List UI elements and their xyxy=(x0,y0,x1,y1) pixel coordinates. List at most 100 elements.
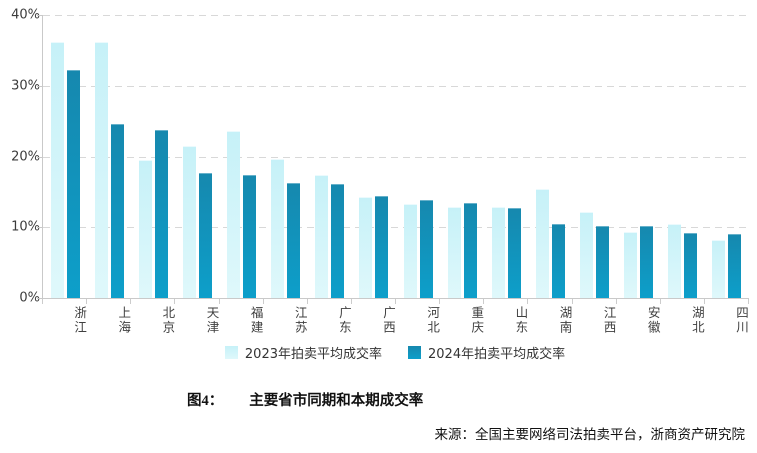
legend-swatch-icon xyxy=(408,346,421,359)
x-axis-label: 天津 xyxy=(204,306,220,335)
bar-2024年-江西 xyxy=(596,225,610,298)
legend-item: 2023年拍卖平均成交率 xyxy=(224,343,382,362)
bar-2023年-江西 xyxy=(580,212,594,298)
x-axis-tick xyxy=(573,299,617,304)
legend-label: 2024年拍卖平均成交率 xyxy=(428,347,566,362)
x-axis-tick xyxy=(617,299,661,304)
bar-2023年-上海 xyxy=(94,41,108,298)
y-axis-label: 40% xyxy=(11,7,40,23)
bar-group xyxy=(175,15,219,298)
bar-2024年-四川 xyxy=(728,234,742,298)
x-axis-label: 河北 xyxy=(425,306,441,335)
y-axis-tick xyxy=(37,85,42,87)
bar-2023年-河北 xyxy=(403,203,417,298)
x-axis-label: 湖南 xyxy=(557,306,573,335)
bar-2024年-安徽 xyxy=(640,225,654,298)
bar-2023年-山东 xyxy=(491,206,505,298)
bar-2023年-北京 xyxy=(138,160,152,298)
bar-2023年-湖南 xyxy=(535,189,549,298)
bar-2024年-重庆 xyxy=(463,203,477,298)
bar-2024年-河北 xyxy=(419,200,433,298)
bar-2024年-广东 xyxy=(331,184,345,298)
bar-group xyxy=(264,15,308,298)
source-note: 来源：全国主要网络司法拍卖平台，浙商资产研究院 xyxy=(434,427,746,442)
bar-2024年-广西 xyxy=(375,196,389,298)
x-axis-tick xyxy=(131,299,176,304)
y-axis-tick xyxy=(37,298,42,299)
x-axis-label: 江西 xyxy=(601,306,617,335)
gridline xyxy=(43,156,749,158)
gridline xyxy=(43,85,749,87)
x-axis-label: 福建 xyxy=(248,306,264,335)
y-axis-label: 20% xyxy=(11,149,40,164)
gridline xyxy=(43,15,749,16)
x-axis-tick xyxy=(43,299,88,304)
x-axis-label: 北京 xyxy=(160,306,176,335)
bar-2023年-四川 xyxy=(712,240,726,298)
bar-2024年-上海 xyxy=(110,123,124,298)
x-axis-label: 湖北 xyxy=(689,306,705,335)
x-axis-tick xyxy=(264,299,308,304)
x-axis-label: 安徽 xyxy=(645,306,661,335)
x-axis-tick xyxy=(87,299,132,304)
x-axis-tick xyxy=(308,299,352,304)
bar-group xyxy=(484,15,528,298)
legend-label: 2023年拍卖平均成交率 xyxy=(244,347,382,362)
bar-2023年-广东 xyxy=(315,174,329,298)
x-axis-tick xyxy=(175,299,220,304)
legend-item: 2024年拍卖平均成交率 xyxy=(408,343,565,362)
x-axis-tick xyxy=(705,299,749,304)
x-axis-tick xyxy=(661,299,705,304)
x-axis-label: 山东 xyxy=(513,306,529,335)
x-axis-label: 广西 xyxy=(381,306,396,335)
x-axis-tick xyxy=(528,299,573,304)
x-axis-label: 广东 xyxy=(336,306,352,335)
bar-group xyxy=(528,15,572,298)
bar-group xyxy=(308,15,352,298)
bar-2024年-北京 xyxy=(154,130,168,298)
plot-area xyxy=(42,15,749,299)
bar-group xyxy=(396,15,440,298)
figure-number: 图4： xyxy=(187,393,224,409)
x-axis-label: 四川 xyxy=(734,306,749,335)
x-axis-tick xyxy=(484,299,529,304)
legend: 2023年拍卖平均成交率 2024年拍卖平均成交率 xyxy=(42,343,748,362)
figure-caption: 图4： 主要省市同期和本期成交率 xyxy=(187,389,423,410)
bar-group xyxy=(87,15,131,298)
bar-2023年-广西 xyxy=(359,196,373,298)
bar-2024年-天津 xyxy=(198,172,212,298)
bar-group xyxy=(131,15,175,298)
bar-series-container xyxy=(43,15,749,298)
y-axis-label: 30% xyxy=(11,78,40,94)
bar-group xyxy=(705,15,749,298)
bar-2024年-福建 xyxy=(243,174,257,298)
bar-2023年-浙江 xyxy=(50,41,64,298)
x-axis-labels: 浙江 上海 北京 天津 福建 江苏 广东 广西 河北 重庆 山东 湖南 江西 安徽 湖北 四川 xyxy=(42,306,749,335)
x-axis-tick xyxy=(440,299,485,304)
bar-2023年-天津 xyxy=(182,145,196,298)
bar-2024年-浙江 xyxy=(66,70,80,298)
bar-group xyxy=(352,15,396,298)
x-axis-label: 浙江 xyxy=(72,306,88,335)
x-axis-tick xyxy=(396,299,441,304)
x-axis-label: 上海 xyxy=(116,306,132,335)
bar-2024年-湖北 xyxy=(684,232,698,298)
bar-2023年-湖北 xyxy=(668,223,682,298)
bar-2023年-安徽 xyxy=(624,232,638,298)
bar-2024年-江苏 xyxy=(287,183,301,298)
bar-group xyxy=(573,15,617,298)
bar-2023年-福建 xyxy=(227,131,241,298)
legend-swatch-icon xyxy=(224,346,238,359)
x-axis-label: 江苏 xyxy=(292,306,308,335)
bar-2024年-山东 xyxy=(507,208,521,298)
x-axis-label: 重庆 xyxy=(469,306,485,335)
bar-group xyxy=(43,15,87,298)
y-axis-tick xyxy=(37,15,42,16)
bar-group xyxy=(661,15,705,298)
bar-2024年-湖南 xyxy=(551,223,565,298)
x-axis-ticks xyxy=(42,299,749,304)
y-axis-label: 0% xyxy=(19,290,40,306)
y-axis-label: 10% xyxy=(11,219,40,235)
y-axis-tick xyxy=(37,227,42,229)
